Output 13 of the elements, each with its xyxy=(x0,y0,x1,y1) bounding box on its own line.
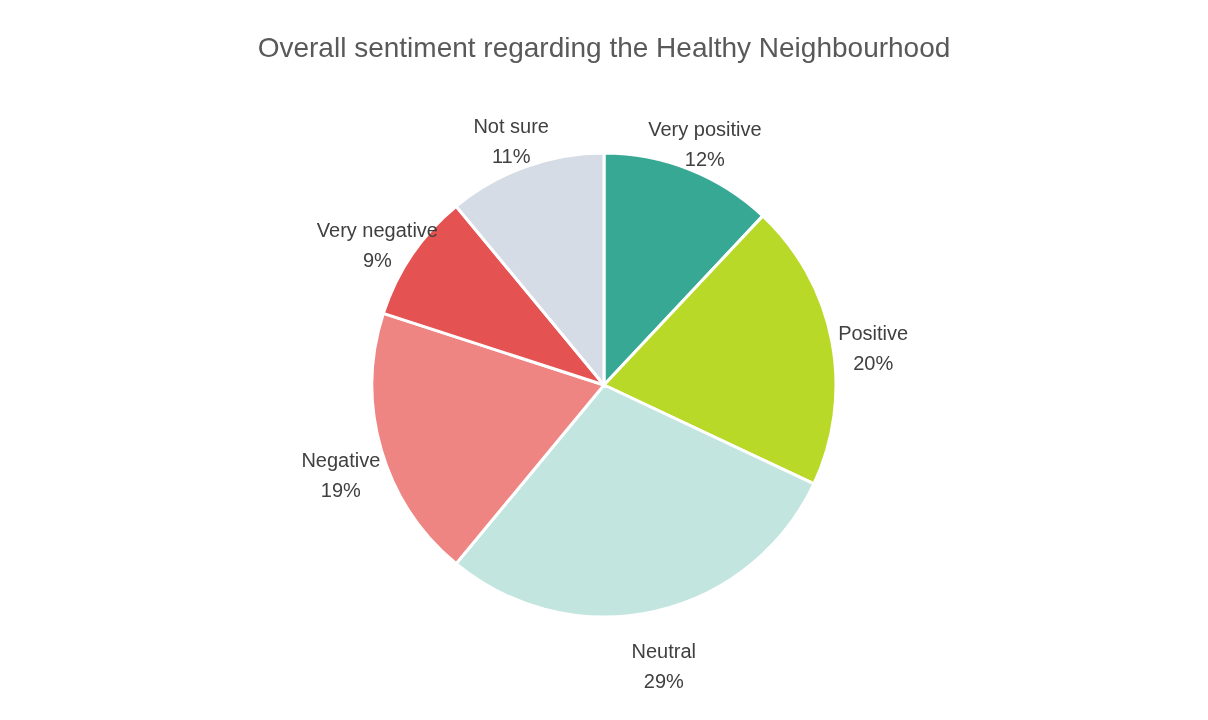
slice-label: Negative xyxy=(301,449,381,472)
chart-title: Overall sentiment regarding the Healthy Neighbourhood xyxy=(257,32,951,63)
slice-label: Neutral xyxy=(631,640,697,663)
data-label: 19% xyxy=(320,479,362,502)
data-label: 9% xyxy=(362,248,393,271)
slice-label: Very negative xyxy=(316,218,438,241)
data-label: 20% xyxy=(853,351,894,374)
slice-label: Positive xyxy=(838,321,909,344)
data-label: 12% xyxy=(684,148,726,171)
slice-label: Not sure xyxy=(473,115,549,138)
slice-label: Very positive xyxy=(648,118,762,141)
data-label: 11% xyxy=(491,145,531,168)
data-label: 29% xyxy=(643,670,684,693)
